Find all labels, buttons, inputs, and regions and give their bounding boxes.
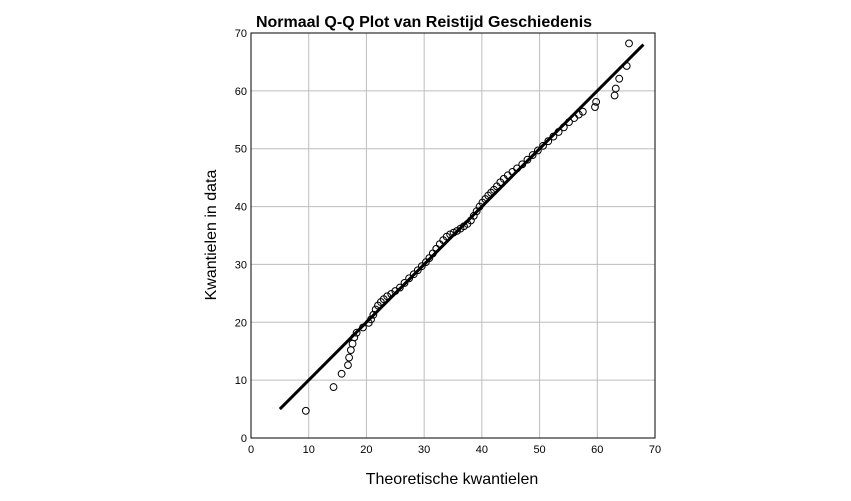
data-point: [329, 383, 338, 391]
x-axis-label: Theoretische kwantielen: [366, 471, 539, 488]
data-point: [523, 155, 532, 164]
data-point: [367, 315, 375, 324]
data-point: [301, 406, 310, 415]
data-point: [591, 103, 599, 111]
data-point: [383, 292, 392, 301]
data-point: [513, 164, 521, 173]
y-tick-label: 60: [235, 86, 247, 98]
data-point: [345, 353, 354, 362]
y-tick-label: 10: [235, 375, 247, 387]
x-tick-label: 20: [360, 444, 372, 456]
data-point: [611, 84, 620, 93]
y-tick-label: 30: [235, 259, 247, 271]
data-points: [301, 39, 633, 415]
y-tick-label: 0: [241, 433, 247, 445]
x-tick-label: 0: [248, 444, 254, 456]
y-axis-label: Kwantielen in data: [203, 170, 220, 301]
data-point: [344, 361, 352, 370]
data-point: [554, 128, 563, 136]
data-point: [350, 333, 359, 342]
x-tick-label: 30: [418, 444, 430, 456]
tick-labels: 0 10 20 30 40 50 60 70 0 10 20 30 40 50 60 70: [235, 28, 661, 456]
data-point: [400, 279, 409, 287]
x-tick-label: 10: [303, 444, 315, 456]
data-point: [625, 39, 633, 48]
data-point: [352, 328, 361, 337]
plot-frame: [250, 32, 656, 439]
x-tick-label: 70: [649, 444, 661, 456]
data-point: [348, 339, 357, 348]
data-point: [539, 141, 547, 150]
data-point: [409, 270, 418, 279]
x-tick-label: 40: [476, 444, 488, 456]
data-point: [559, 123, 568, 132]
data-point: [346, 346, 355, 354]
data-point: [610, 91, 619, 100]
data-point: [592, 97, 601, 106]
data-point: [533, 146, 542, 155]
y-tick-label: 20: [235, 317, 247, 329]
data-point: [371, 305, 380, 314]
y-tick-label: 70: [235, 28, 247, 40]
data-point: [396, 283, 404, 292]
data-point: [578, 107, 587, 116]
chart-title: Normaal Q-Q Plot van Reistijd Geschieden…: [256, 14, 592, 31]
data-point: [518, 160, 527, 169]
x-tick-label: 50: [533, 444, 545, 456]
y-tick-label: 50: [235, 144, 247, 156]
data-point: [413, 266, 422, 275]
data-point: [337, 369, 346, 378]
data-point: [544, 137, 553, 146]
data-point: [622, 62, 631, 70]
y-tick-label: 40: [235, 202, 247, 214]
grid: [250, 32, 656, 439]
data-point: [417, 262, 426, 271]
x-tick-label: 60: [591, 444, 603, 456]
data-point: [369, 310, 378, 319]
data-point: [528, 151, 537, 159]
data-point: [565, 118, 573, 126]
reference-line: [278, 43, 645, 411]
data-point: [549, 132, 558, 141]
data-point: [615, 74, 624, 83]
data-point: [359, 323, 367, 332]
data-point: [405, 274, 414, 283]
